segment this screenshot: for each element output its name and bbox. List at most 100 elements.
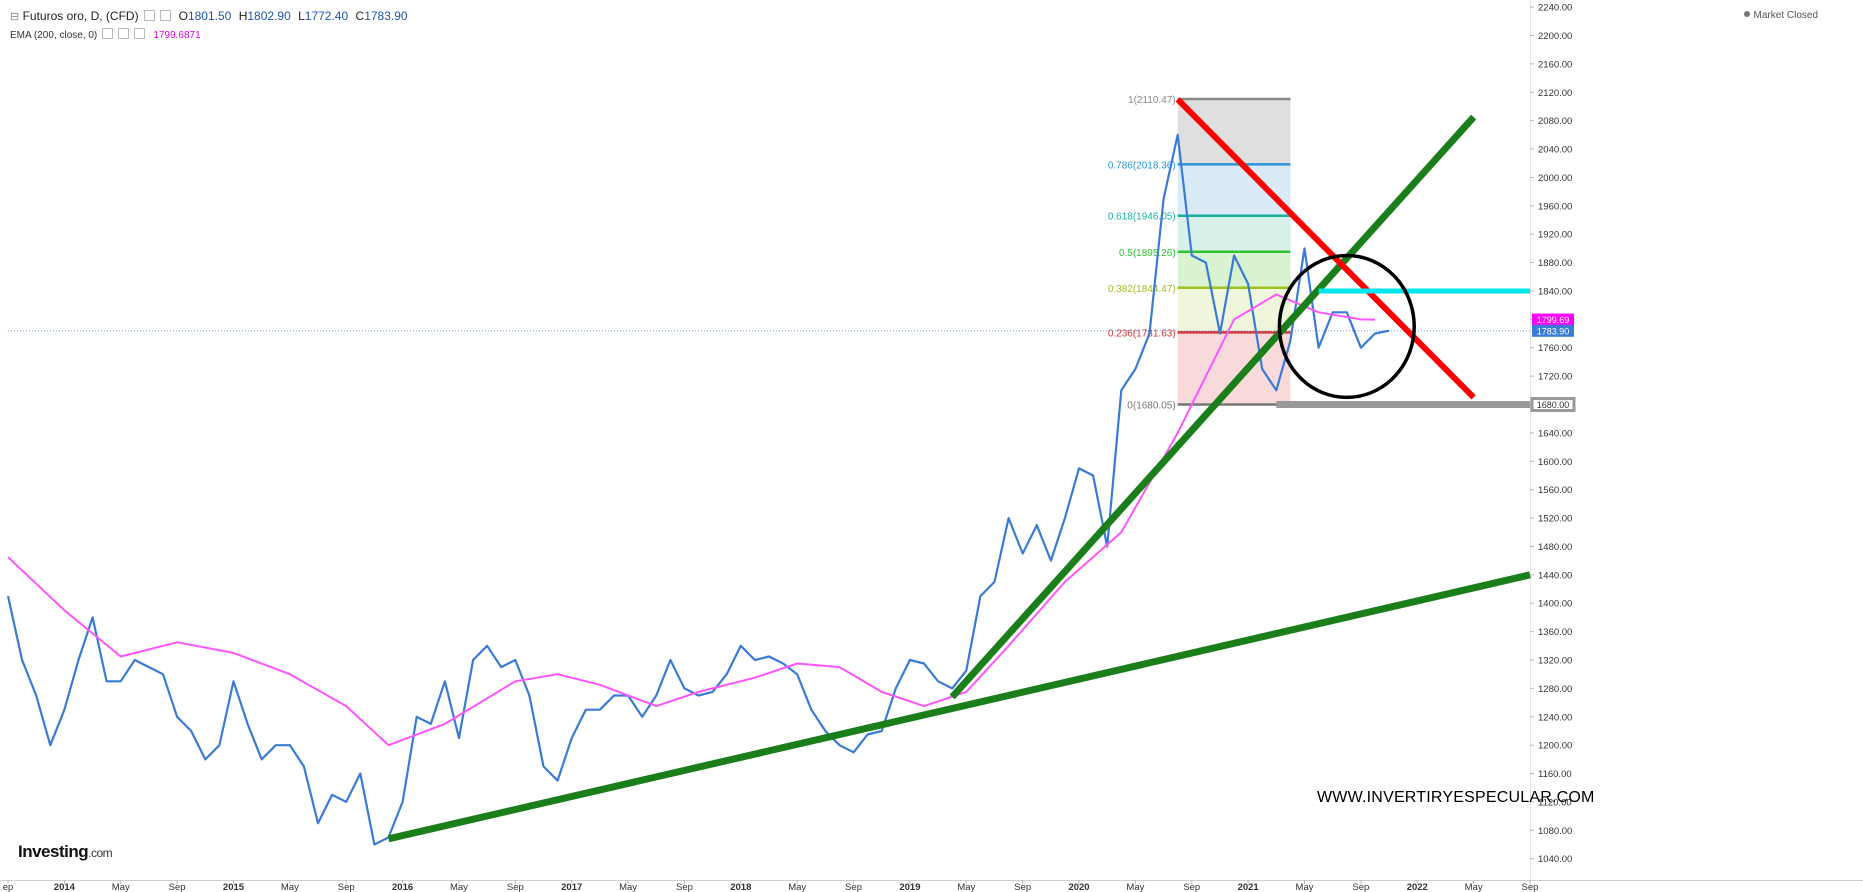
x-tick-label: 2022 xyxy=(1407,882,1428,892)
investing-logo: Investing.com xyxy=(18,842,113,861)
green-trendline xyxy=(387,571,1531,843)
x-tick-label: May xyxy=(1296,882,1314,892)
watermark-text: WWW.INVERTIRYESPECULAR.COM xyxy=(1317,789,1595,806)
status-dot-icon xyxy=(1743,11,1750,17)
y-tick-label: 1760.00 xyxy=(1538,343,1572,354)
y-tick-label: 1440.00 xyxy=(1538,570,1572,581)
price-badge-label: 1680.00 xyxy=(1537,400,1570,410)
low-value: L1772.40 xyxy=(298,9,349,23)
price-badge xyxy=(1530,397,1576,413)
y-tick-label: 1160.00 xyxy=(1538,769,1572,780)
y-tick-label: 1120.00 xyxy=(1538,797,1572,808)
y-tick-label: 1280.00 xyxy=(1538,684,1572,695)
y-tick-label: 1080.00 xyxy=(1538,826,1572,837)
market-status: Market Closed xyxy=(1743,10,1818,21)
x-tick-label: ep xyxy=(3,882,14,892)
y-tick-label: 1560.00 xyxy=(1538,485,1572,496)
fib-level-label: 0.786(2018.36) xyxy=(1108,160,1176,171)
collapse-icon[interactable]: ⊟ xyxy=(10,11,20,23)
y-tick-label: 2120.00 xyxy=(1538,88,1572,99)
x-tick-label: 2021 xyxy=(1238,882,1260,892)
y-tick-label: 1320.00 xyxy=(1538,656,1572,667)
indicator-label[interactable]: EMA (200, close, 0) xyxy=(10,30,98,41)
y-tick-label: 1640.00 xyxy=(1538,428,1572,439)
x-tick-label: Sep xyxy=(1522,882,1539,892)
x-tick-label: Sep xyxy=(338,882,355,892)
x-tick-label: May xyxy=(788,882,806,892)
x-tick-label: 2015 xyxy=(223,882,245,892)
fib-level-label: 0.382(1844.47) xyxy=(1108,284,1176,295)
x-tick-label: Sep xyxy=(845,882,862,892)
x-tick-label: 2020 xyxy=(1068,882,1089,892)
x-tick-label: May xyxy=(957,882,975,892)
y-tick-label: 1400.00 xyxy=(1538,599,1572,610)
x-tick-label: 2018 xyxy=(730,882,751,892)
x-tick-label: May xyxy=(112,882,130,892)
y-tick-label: 2000.00 xyxy=(1538,173,1572,184)
highlight-circle xyxy=(1277,253,1416,400)
y-tick-label: 1720.00 xyxy=(1538,372,1572,383)
close-value: C1783.90 xyxy=(355,9,408,23)
price-badge-label: 1783.90 xyxy=(1537,326,1570,336)
y-tick-label: 1840.00 xyxy=(1538,286,1572,297)
x-tick-label: May xyxy=(1126,882,1144,892)
x-tick-label: Sep xyxy=(507,882,524,892)
x-tick-label: Sep xyxy=(1352,882,1369,892)
y-tick-label: 1520.00 xyxy=(1538,514,1572,525)
fib-zone xyxy=(1177,164,1291,216)
price-line xyxy=(6,133,1390,846)
price-badge xyxy=(1532,313,1574,326)
fib-level-label: 1(2110.47) xyxy=(1128,95,1176,106)
fib-level-label: 0(1680.05) xyxy=(1127,400,1175,411)
indicator-legend: EMA (200, close, 0) 1799.6871 xyxy=(10,28,201,41)
y-tick-label: 2240.00 xyxy=(1538,3,1572,14)
y-tick-label: 1480.00 xyxy=(1538,542,1572,553)
fib-zone xyxy=(1177,287,1291,333)
x-tick-label: Sep xyxy=(169,882,186,892)
x-tick-label: May xyxy=(450,882,468,892)
red-trendline xyxy=(1175,97,1476,400)
fib-level-label: 0.618(1946.05) xyxy=(1108,212,1176,223)
high-value: H1802.90 xyxy=(238,9,291,23)
x-tick-label: May xyxy=(619,882,637,892)
x-tick-label: 2014 xyxy=(54,882,76,892)
y-tick-label: 1880.00 xyxy=(1538,258,1572,269)
x-tick-label: May xyxy=(281,882,299,892)
symbol-title[interactable]: Futuros oro, D, (CFD) xyxy=(22,9,139,23)
y-tick-label: 1600.00 xyxy=(1538,457,1572,468)
y-tick-label: 1240.00 xyxy=(1538,712,1572,723)
close-icon[interactable] xyxy=(160,10,172,21)
indicator-value: 1799.6871 xyxy=(153,30,201,41)
y-tick-label: 1960.00 xyxy=(1538,201,1572,212)
x-tick-label: Sep xyxy=(1014,882,1031,892)
x-tick-label: Sep xyxy=(1183,882,1200,892)
open-value: O1801.50 xyxy=(178,9,232,23)
fib-level-label: 0.236(1781.63) xyxy=(1108,328,1176,339)
y-tick-label: 2160.00 xyxy=(1538,59,1572,70)
chart-legend: ⊟ Futuros oro, D, (CFD) O1801.50 H1802.9… xyxy=(10,9,408,23)
fib-level-label: 0.5(1895.26) xyxy=(1119,248,1176,259)
x-tick-label: 2019 xyxy=(899,882,920,892)
eye-icon[interactable] xyxy=(102,28,114,39)
y-tick-label: 2200.00 xyxy=(1538,31,1572,42)
close-icon[interactable] xyxy=(133,28,145,39)
x-tick-label: May xyxy=(1465,882,1483,892)
price-badge-label: 1799.69 xyxy=(1537,315,1570,325)
x-tick-label: 2017 xyxy=(561,882,582,892)
y-tick-label: 1920.00 xyxy=(1538,230,1572,241)
green-trendline xyxy=(949,114,1477,700)
x-tick-label: Sep xyxy=(676,882,693,892)
price-badge xyxy=(1532,324,1574,337)
y-tick-label: 2040.00 xyxy=(1538,145,1572,156)
y-tick-label: 1040.00 xyxy=(1538,854,1572,865)
fib-zone xyxy=(1177,215,1291,252)
settings-icon[interactable] xyxy=(143,10,155,21)
y-tick-label: 2080.00 xyxy=(1538,116,1572,127)
y-tick-label: 1200.00 xyxy=(1538,741,1572,752)
ema-line xyxy=(7,293,1376,747)
settings-icon[interactable] xyxy=(117,28,129,39)
x-tick-label: 2016 xyxy=(392,882,413,892)
y-tick-label: 1360.00 xyxy=(1538,627,1572,638)
